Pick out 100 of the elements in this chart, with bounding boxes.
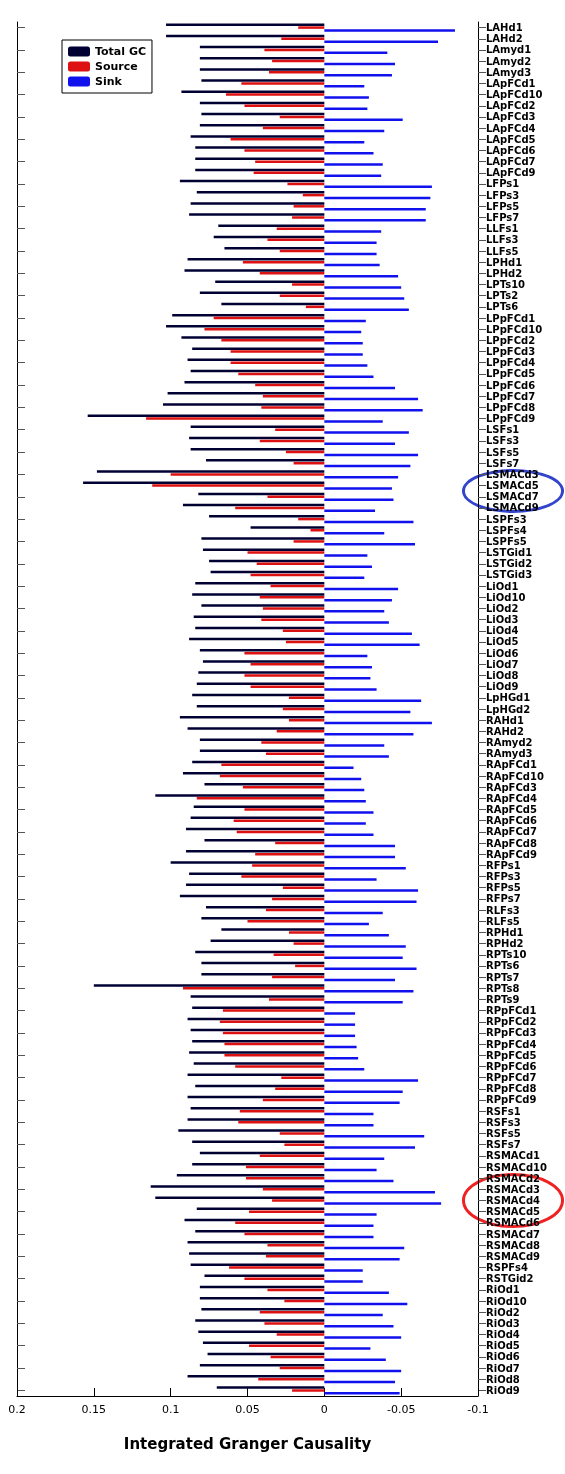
bar — [201, 537, 325, 540]
y-tick-label: LPTs10 — [486, 279, 526, 291]
bar — [83, 481, 325, 484]
y-tick-label: RiOd8 — [486, 1373, 520, 1385]
x-tick-label: -0.1 — [467, 1403, 489, 1416]
bar — [230, 361, 325, 364]
bar — [324, 688, 377, 691]
bar — [189, 872, 325, 875]
x-tick-label: 0 — [320, 1403, 328, 1416]
bar — [324, 420, 383, 423]
y-tick-label: RAmyd2 — [486, 737, 533, 749]
bar — [210, 939, 325, 942]
bar — [193, 1062, 325, 1065]
bar — [324, 1280, 363, 1283]
y-tick-label: RSFs1 — [486, 1105, 521, 1117]
y-tick-label: RApFCd1 — [486, 759, 537, 771]
y-tick-label: LApFCd2 — [486, 100, 536, 112]
bar — [324, 744, 385, 747]
bar — [265, 1255, 325, 1258]
y-tick-label: LiOd5 — [486, 636, 519, 648]
bar — [279, 294, 325, 297]
y-tick-label: LPTs6 — [486, 301, 519, 313]
bar — [272, 1199, 325, 1202]
bar — [166, 23, 325, 26]
bar — [187, 1118, 325, 1121]
y-tick-label: LiOd2 — [486, 602, 519, 614]
y-tick-label: LiOd6 — [486, 647, 519, 659]
y-tick-label: LApFCd6 — [486, 144, 536, 156]
y-tick-label: RPpFCd4 — [486, 1038, 537, 1050]
bar — [324, 85, 365, 88]
y-tick-label: RApFCd6 — [486, 815, 537, 827]
bar — [224, 1054, 325, 1057]
y-tick-label: RiOd6 — [486, 1351, 520, 1363]
y-tick-label: RApFCd5 — [486, 804, 537, 816]
bar — [193, 805, 325, 808]
bar — [324, 1224, 374, 1227]
bar — [244, 674, 325, 677]
bar — [324, 632, 412, 635]
y-tick-label: RSMACd3 — [486, 1183, 541, 1195]
bar — [324, 1001, 403, 1004]
y-tick-label: RPpFCd8 — [486, 1083, 537, 1095]
bar — [293, 942, 325, 945]
bar — [255, 160, 325, 163]
bar — [275, 428, 325, 431]
y-tick-label: LiOd8 — [486, 669, 519, 681]
bar — [187, 1241, 325, 1244]
y-tick-label: RiOd9 — [486, 1384, 520, 1396]
bar — [324, 364, 368, 367]
bar — [241, 875, 325, 878]
y-tick-label: RPHd1 — [486, 926, 524, 938]
bar — [152, 484, 325, 487]
bar — [192, 593, 325, 596]
bar — [198, 1330, 325, 1333]
y-tick-label: RApFCd7 — [486, 826, 537, 838]
bar — [229, 1266, 325, 1269]
bar — [262, 1188, 325, 1191]
bar — [199, 68, 325, 71]
bar — [324, 286, 402, 289]
y-tick-label: RLFs3 — [486, 904, 520, 916]
bar — [324, 1269, 363, 1272]
bar — [162, 403, 325, 406]
bar — [261, 406, 325, 409]
bar — [190, 995, 325, 998]
y-tick-label: RSMACd1 — [486, 1150, 541, 1162]
y-tick-label: RSPFs4 — [486, 1262, 529, 1274]
y-tick-label: LPTs2 — [486, 290, 519, 302]
y-tick-label: LPpFCd3 — [486, 346, 536, 358]
bar — [221, 339, 325, 342]
bar — [324, 889, 419, 892]
bar — [324, 811, 374, 814]
bar — [281, 1076, 325, 1079]
y-tick-label: LPHd2 — [486, 267, 523, 279]
x-tick-label: 0.05 — [235, 1403, 260, 1416]
bar — [202, 548, 325, 551]
y-tick-label: LPHd1 — [486, 256, 523, 268]
bar — [262, 607, 325, 610]
y-tick-label: LSFs3 — [486, 435, 520, 447]
bar — [324, 1079, 419, 1082]
bar — [199, 649, 325, 652]
bar — [93, 984, 325, 987]
legend-label: Sink — [95, 75, 123, 88]
y-tick-label: RSMACd2 — [486, 1172, 541, 1184]
bar — [279, 1132, 325, 1135]
bar — [250, 685, 325, 688]
bar — [324, 1146, 415, 1149]
bar — [195, 1319, 325, 1322]
y-tick-label: LSTGid1 — [486, 547, 533, 559]
bar — [250, 663, 325, 666]
bar — [324, 1392, 400, 1395]
bar — [146, 417, 325, 420]
bar — [252, 864, 325, 867]
bar — [182, 987, 325, 990]
y-tick-label: RPpFCd3 — [486, 1027, 537, 1039]
bar — [324, 487, 392, 490]
bar — [170, 473, 325, 476]
bar — [324, 543, 415, 546]
y-tick-label: LFPs7 — [486, 211, 520, 223]
bar — [215, 280, 325, 283]
bar — [293, 540, 325, 543]
y-tick-label: LLFs3 — [486, 234, 519, 246]
